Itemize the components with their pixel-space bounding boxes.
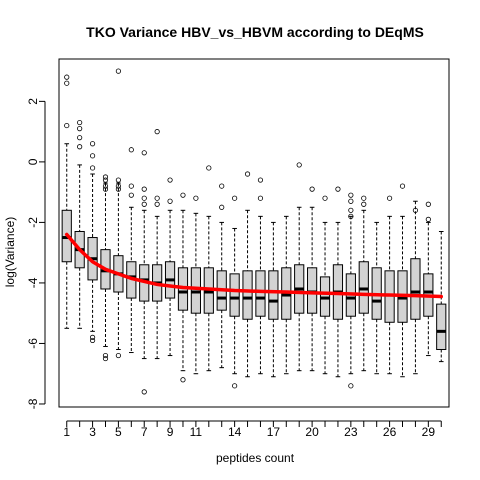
y-tick-label: -8 bbox=[26, 398, 40, 409]
outlier-point bbox=[361, 201, 367, 207]
x-tick-label: 17 bbox=[267, 425, 281, 439]
outlier-point bbox=[348, 198, 354, 204]
outlier-point bbox=[64, 122, 70, 129]
outlier-point bbox=[77, 119, 83, 126]
outlier-point bbox=[244, 171, 251, 177]
y-tick-label: -4 bbox=[26, 277, 40, 288]
outlier-point bbox=[64, 80, 70, 86]
outlier-point bbox=[141, 389, 147, 395]
outlier-point bbox=[89, 334, 96, 340]
outlier-point bbox=[115, 177, 122, 183]
outlier-point bbox=[257, 195, 264, 201]
x-tick-label: 1 bbox=[63, 425, 70, 439]
outlier-point bbox=[386, 195, 393, 201]
outlier-point bbox=[115, 352, 122, 359]
outlier-point bbox=[425, 201, 431, 207]
outlier-point bbox=[115, 68, 122, 74]
outlier-point bbox=[102, 174, 109, 180]
plot-frame bbox=[58, 58, 450, 408]
x-tick-label: 20 bbox=[305, 425, 319, 439]
y-tick-label: -6 bbox=[26, 338, 40, 349]
outlier-point bbox=[64, 74, 70, 80]
box bbox=[229, 273, 240, 317]
outlier-point bbox=[309, 186, 315, 192]
outlier-point bbox=[89, 153, 96, 159]
box bbox=[410, 258, 421, 320]
outlier-point bbox=[102, 186, 109, 192]
outlier-point bbox=[348, 192, 354, 198]
outlier-point bbox=[141, 195, 147, 201]
outlier-point bbox=[128, 183, 134, 189]
outlier-point bbox=[89, 165, 96, 171]
outlier-point bbox=[102, 355, 109, 362]
x-tick-label: 23 bbox=[344, 425, 358, 439]
outlier-point bbox=[102, 183, 109, 189]
outlier-point bbox=[361, 195, 367, 201]
outlier-point bbox=[206, 165, 212, 171]
outlier-point bbox=[232, 195, 238, 201]
outlier-point bbox=[335, 186, 341, 192]
outlier-point bbox=[296, 162, 302, 168]
outlier-point bbox=[348, 383, 354, 389]
outlier-point bbox=[180, 377, 186, 383]
outlier-point bbox=[412, 207, 419, 213]
outlier-point bbox=[128, 192, 134, 198]
y-tick-label: 2 bbox=[26, 98, 40, 105]
outlier-point bbox=[141, 186, 147, 192]
box bbox=[319, 276, 331, 317]
outlier-point bbox=[89, 337, 96, 344]
x-tick-label: 3 bbox=[89, 425, 96, 439]
fit-line bbox=[64, 232, 444, 299]
x-axis-label: peptides count bbox=[216, 451, 295, 465]
x-tick-label: 14 bbox=[228, 425, 242, 439]
outlier-point bbox=[115, 186, 122, 192]
outlier-point bbox=[425, 216, 431, 222]
outlier-point bbox=[154, 201, 160, 207]
outlier-point bbox=[141, 150, 147, 156]
x-tick-label: 11 bbox=[190, 425, 203, 439]
y-axis-label: log(Variance) bbox=[3, 217, 17, 287]
box bbox=[307, 267, 318, 314]
x-tick-label: 5 bbox=[115, 425, 122, 439]
outlier-point bbox=[154, 195, 160, 201]
outlier-point bbox=[128, 147, 134, 153]
outlier-point bbox=[193, 195, 199, 201]
x-tick-label: 29 bbox=[422, 425, 436, 439]
outlier-point bbox=[399, 183, 406, 189]
box bbox=[358, 261, 369, 314]
x-tick-label: 26 bbox=[383, 425, 397, 439]
outlier-point bbox=[180, 192, 186, 198]
outlier-point bbox=[257, 177, 264, 183]
outlier-point bbox=[219, 204, 225, 210]
y-tick-label: -2 bbox=[26, 217, 40, 228]
x-tick-label: 9 bbox=[167, 425, 174, 439]
x-tick-label: 7 bbox=[141, 425, 148, 439]
outlier-point bbox=[348, 213, 354, 219]
box bbox=[268, 270, 279, 320]
outlier-point bbox=[77, 144, 83, 150]
chart-title: TKO Variance HBV_vs_HBVM according to DE… bbox=[86, 24, 424, 40]
box bbox=[190, 267, 201, 314]
outlier-point bbox=[154, 129, 160, 135]
outlier-point bbox=[219, 183, 225, 189]
outlier-point bbox=[167, 198, 173, 204]
outlier-point bbox=[89, 141, 96, 147]
plot-area: -8 -6 -4 -2 0 2 1 3 5 7 9 11 14 17 20 23 26 29 bbox=[26, 58, 450, 439]
outlier-point bbox=[167, 177, 173, 183]
outlier-point bbox=[115, 183, 122, 189]
outlier-point bbox=[322, 195, 328, 201]
outlier-point bbox=[348, 207, 354, 213]
outlier-point bbox=[141, 201, 147, 207]
outlier-point bbox=[102, 177, 109, 183]
outlier-point bbox=[77, 135, 83, 141]
box bbox=[255, 270, 266, 317]
outlier-point bbox=[102, 352, 109, 359]
y-tick-label: 0 bbox=[26, 158, 40, 165]
box bbox=[242, 270, 253, 320]
box bbox=[436, 303, 447, 351]
outlier-point bbox=[232, 383, 238, 389]
outlier-point bbox=[77, 126, 83, 132]
